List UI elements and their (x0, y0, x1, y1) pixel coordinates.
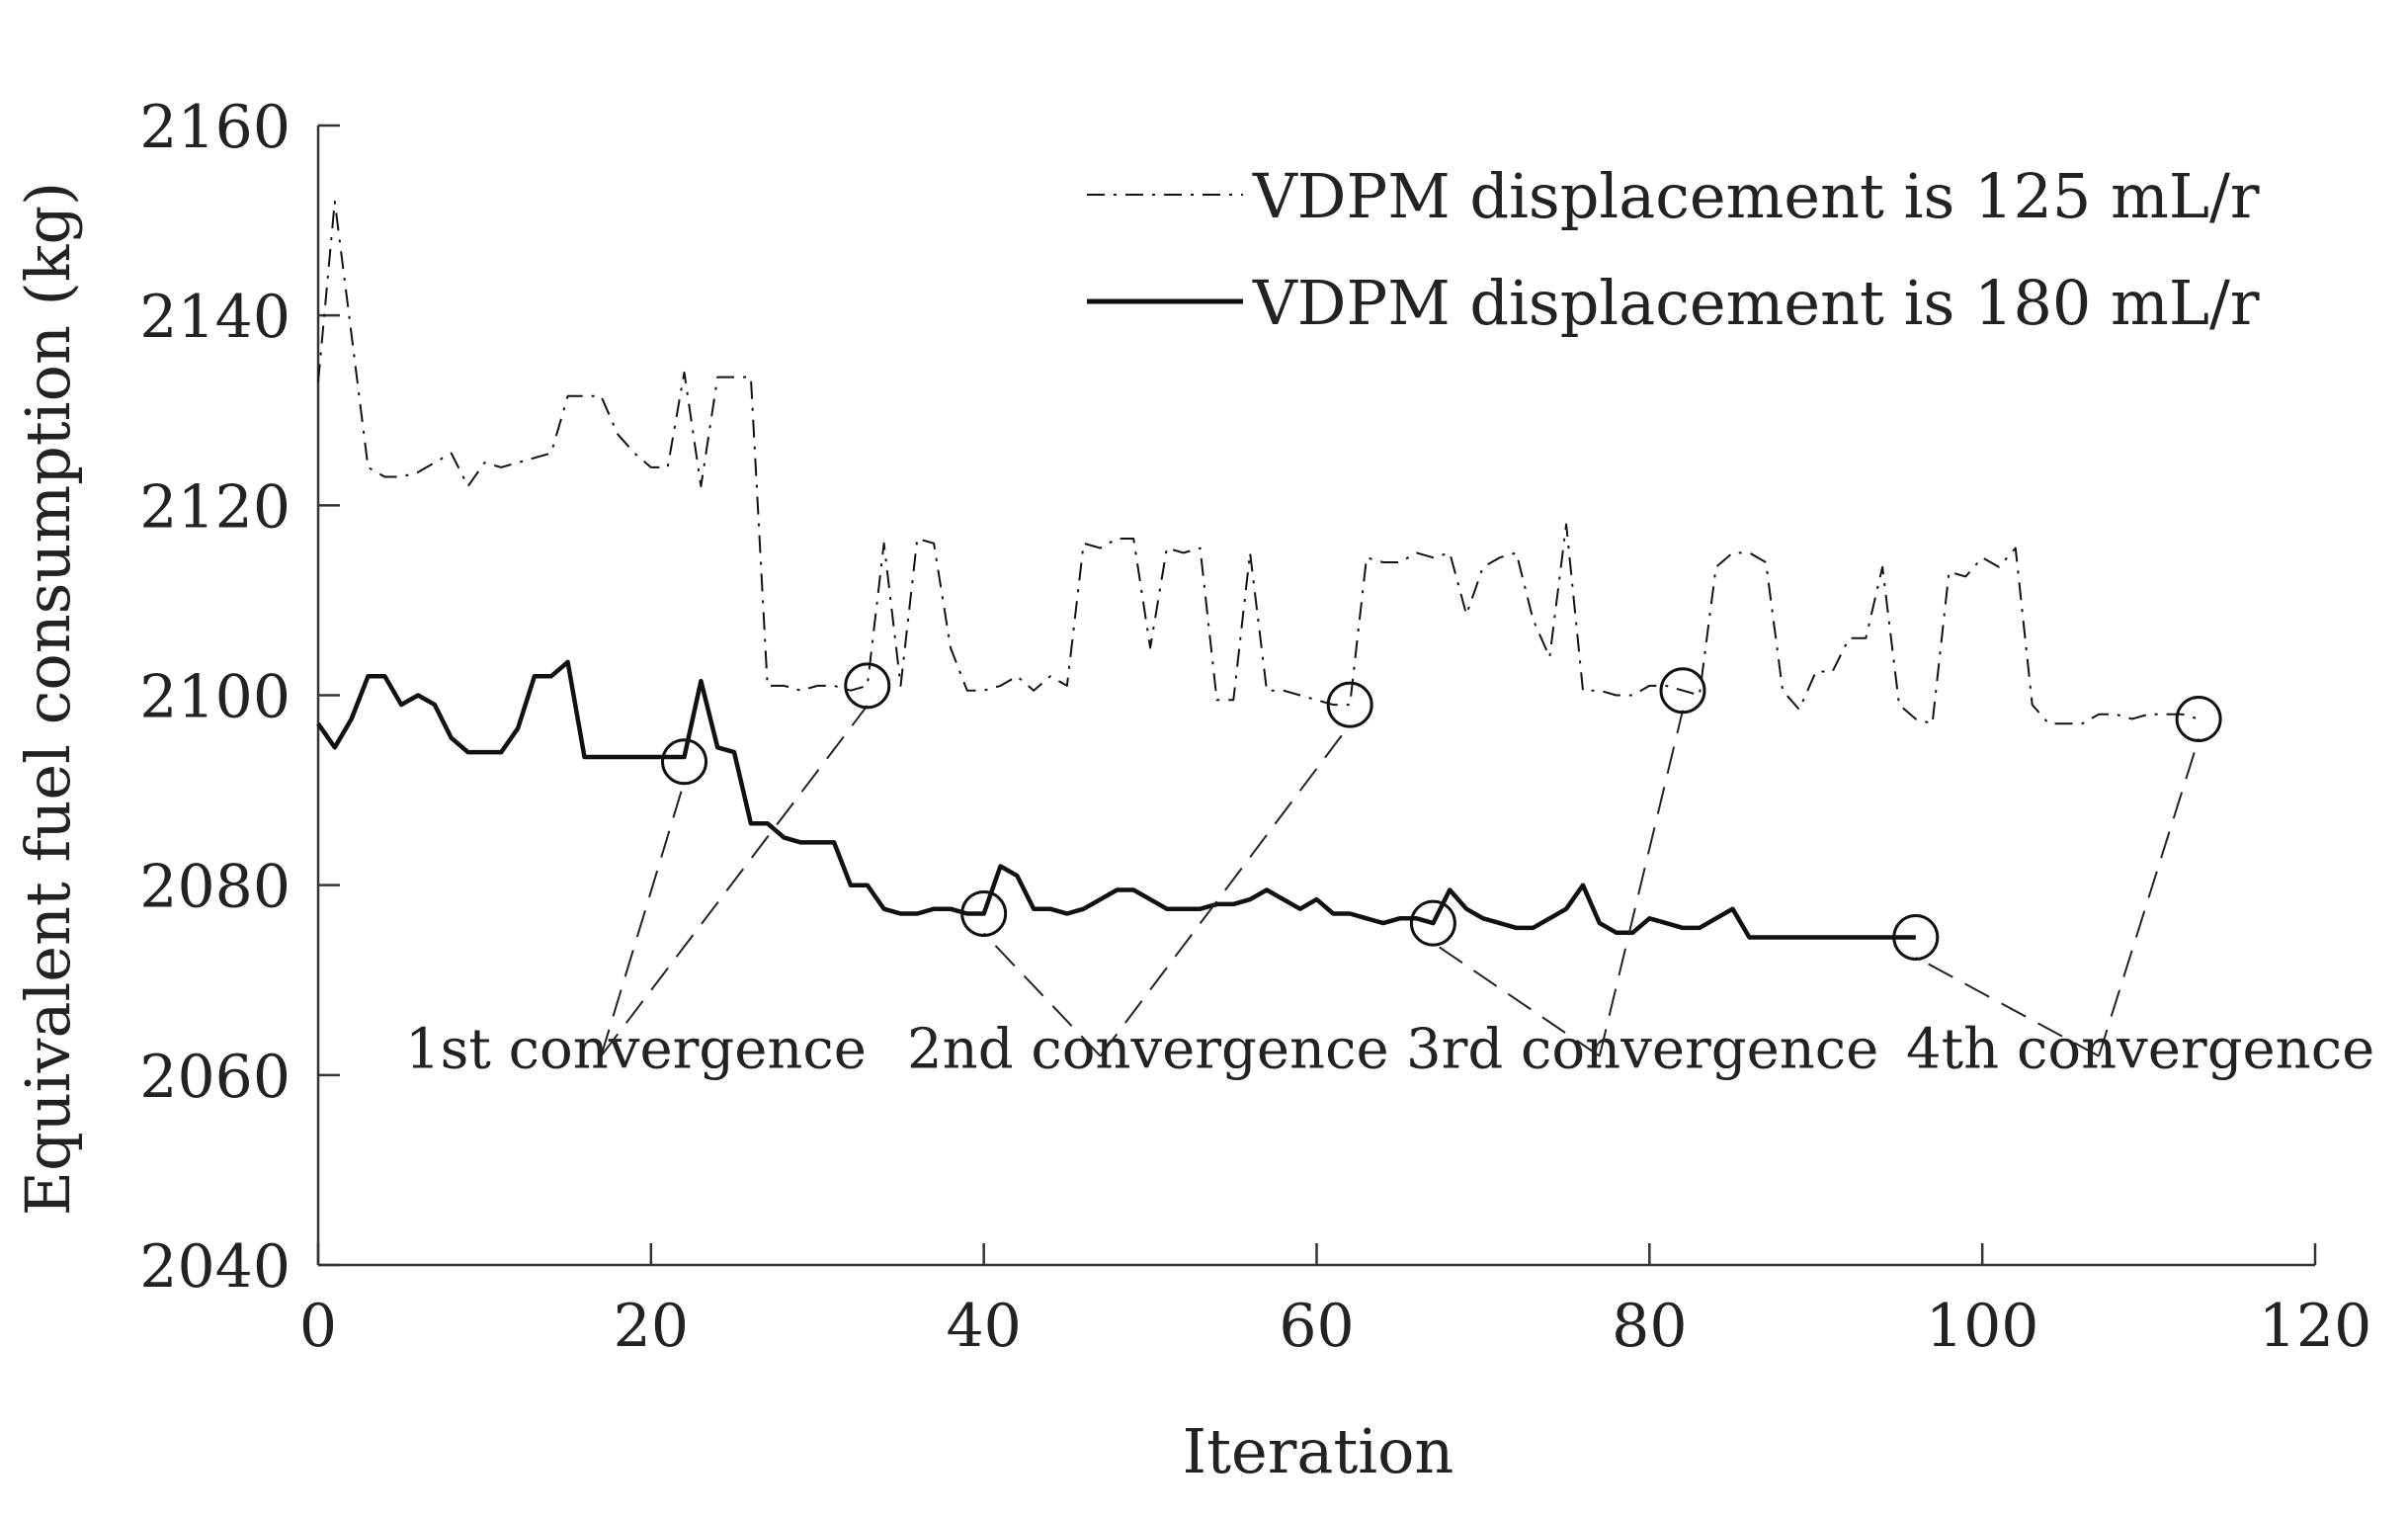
annotation-leader-line (1598, 710, 1684, 1056)
annotation-leader-lines (600, 705, 2200, 1057)
convergence-marker (2175, 696, 2222, 743)
annotation-leader-line (982, 932, 1102, 1057)
x-tick-label: 20 (614, 1292, 689, 1361)
annotation-leader-line (1099, 723, 1351, 1057)
y-tick-label: 2160 (139, 93, 291, 162)
convergence-marker (844, 662, 891, 710)
annotation-leader-line (2098, 738, 2200, 1056)
annotation-leader-line (600, 705, 869, 1057)
annotation-leader-line (600, 781, 686, 1056)
convergence-marker (1659, 667, 1706, 715)
convergence-marker (1409, 899, 1456, 947)
annotation-label: 3rd convergence (1406, 1018, 1878, 1082)
annotation-label: 1st convergence (405, 1018, 867, 1082)
convergence-marker (960, 889, 1008, 937)
y-tick-label: 2140 (139, 283, 291, 352)
series-line-2 (316, 659, 1916, 940)
convergence-marker (1892, 914, 1940, 962)
annotation-labels: 1st convergence 2nd convergence 3rd conver… (405, 1018, 2374, 1082)
annotation-leader-line (1432, 942, 1601, 1057)
annotation-label: 2nd convergence (907, 1018, 1389, 1082)
x-tick-label: 0 (299, 1292, 337, 1361)
x-tick-label: 120 (2259, 1292, 2372, 1361)
legend-label: VDPM displacement is 180 mL/r (1252, 267, 2260, 339)
x-tick-label: 80 (1612, 1292, 1687, 1361)
y-tick-label: 2100 (139, 663, 291, 732)
ticks: 0 20 40 60 80 100 1202040206020802100212021402… (139, 93, 2371, 1361)
y-tick-label: 2040 (139, 1232, 291, 1302)
x-axis-label: Iteration (1183, 1415, 1454, 1487)
convergence-markers (661, 662, 2222, 962)
annotation-label: 4th convergence (1906, 1018, 2374, 1082)
convergence-marker (1326, 681, 1373, 728)
y-axis-label: Equivalent fuel consumption (kg) (12, 182, 84, 1216)
annotation-leader-line (1915, 956, 2100, 1057)
x-tick-label: 40 (946, 1292, 1021, 1361)
x-tick-label: 60 (1279, 1292, 1354, 1361)
convergence-marker (661, 738, 708, 786)
legend-label: VDPM displacement is 125 mL/r (1252, 160, 2260, 232)
y-tick-label: 2060 (139, 1043, 291, 1112)
y-tick-label: 2080 (139, 853, 291, 922)
y-tick-label: 2120 (139, 472, 291, 542)
legend: VDPM displacement is 125 mL/r VDPM displa… (1087, 160, 2260, 339)
series-layer (316, 200, 2200, 940)
x-tick-label: 100 (1926, 1292, 2039, 1361)
